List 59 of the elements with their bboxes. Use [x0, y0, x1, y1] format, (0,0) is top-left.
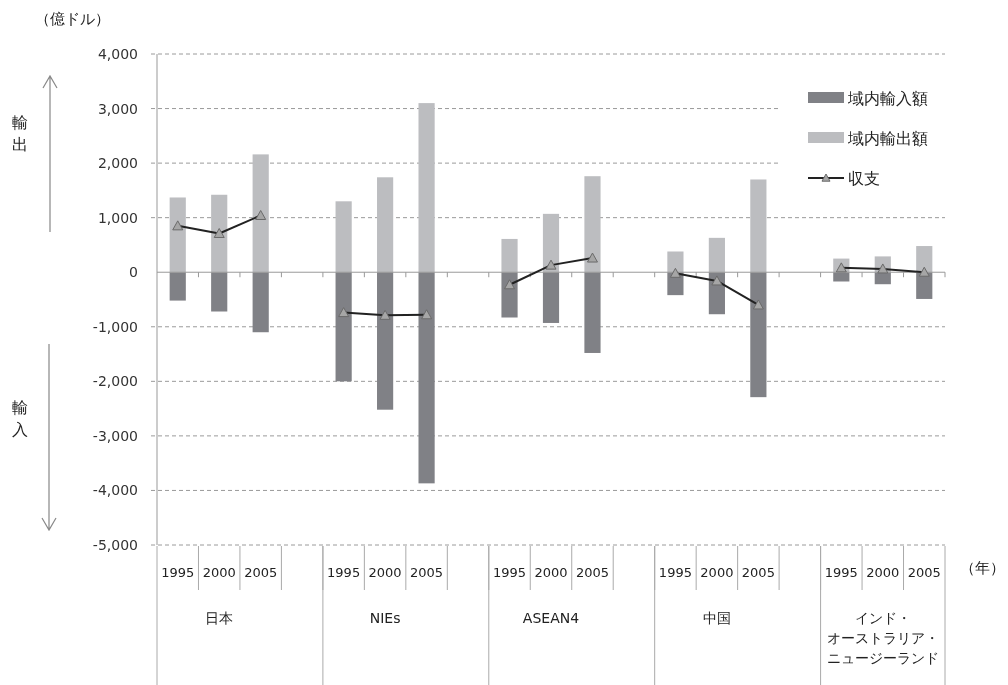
x-tick-label: 1995 — [492, 565, 527, 580]
y-tick-label: -1,000 — [92, 318, 138, 335]
legend-label: 収支 — [848, 169, 880, 188]
x-tick-label: 2000 — [202, 565, 236, 580]
bar — [377, 177, 394, 273]
y-tick-label: -5,000 — [92, 537, 138, 553]
bar — [377, 272, 394, 410]
bar — [708, 237, 725, 273]
bar — [542, 213, 560, 273]
text: 輸出 — [12, 113, 28, 154]
bar — [252, 154, 269, 273]
text: NIEs — [369, 610, 401, 626]
y-tick-label: 0 — [129, 264, 138, 281]
x-tick-label: 2000 — [368, 565, 402, 580]
bar — [252, 272, 269, 333]
x-tick-label: 1995 — [161, 565, 195, 580]
y-axis-title: （億ドル） — [35, 10, 110, 28]
y-tick-label: -4,000 — [92, 482, 138, 499]
bar — [750, 179, 767, 273]
x-tick-label: 2005 — [244, 565, 278, 580]
bar — [542, 272, 560, 323]
y-tick-label: -3,000 — [92, 427, 138, 444]
x-tick-label: 2005 — [907, 565, 941, 580]
bar — [750, 272, 767, 398]
text: インド・オーストラリア・ニュージーランド — [826, 610, 939, 666]
bar — [169, 197, 186, 273]
x-tick-label: 2005 — [575, 565, 610, 580]
x-tick-label: 1995 — [824, 565, 858, 580]
bar — [211, 194, 228, 273]
text: 日本 — [205, 610, 234, 626]
x-tick-label: 2005 — [741, 565, 775, 580]
x-tick-label: 1995 — [658, 565, 692, 580]
x-axis-title: （年） — [960, 559, 1005, 577]
y-tick-label: 1,000 — [97, 209, 138, 226]
bar — [418, 103, 435, 273]
text: 中国 — [702, 610, 731, 626]
y-tick-label: -2,000 — [92, 373, 138, 390]
bar — [667, 251, 684, 273]
y-tick-label: 4,000 — [97, 46, 138, 62]
y-tick-label: 2,000 — [97, 155, 138, 172]
text: 輸入 — [12, 398, 28, 439]
bar — [335, 201, 352, 273]
bar — [335, 272, 352, 382]
x-tick-label: 2005 — [410, 565, 444, 580]
bar — [584, 176, 601, 273]
bar — [211, 272, 228, 312]
legend-label: 域内輸出額 — [847, 129, 928, 148]
bar — [584, 272, 601, 353]
bar — [418, 272, 435, 484]
bar — [916, 246, 933, 273]
x-tick-label: 2000 — [534, 565, 568, 580]
x-tick-label: 1995 — [327, 565, 361, 580]
bar — [501, 238, 518, 273]
bar — [169, 272, 186, 301]
x-tick-label: 2000 — [700, 565, 734, 580]
y-tick-label: 3,000 — [97, 100, 138, 117]
legend-label: 域内輸入額 — [847, 89, 928, 108]
x-tick-label: 2000 — [866, 565, 900, 580]
text: ASEAN4 — [522, 610, 580, 626]
